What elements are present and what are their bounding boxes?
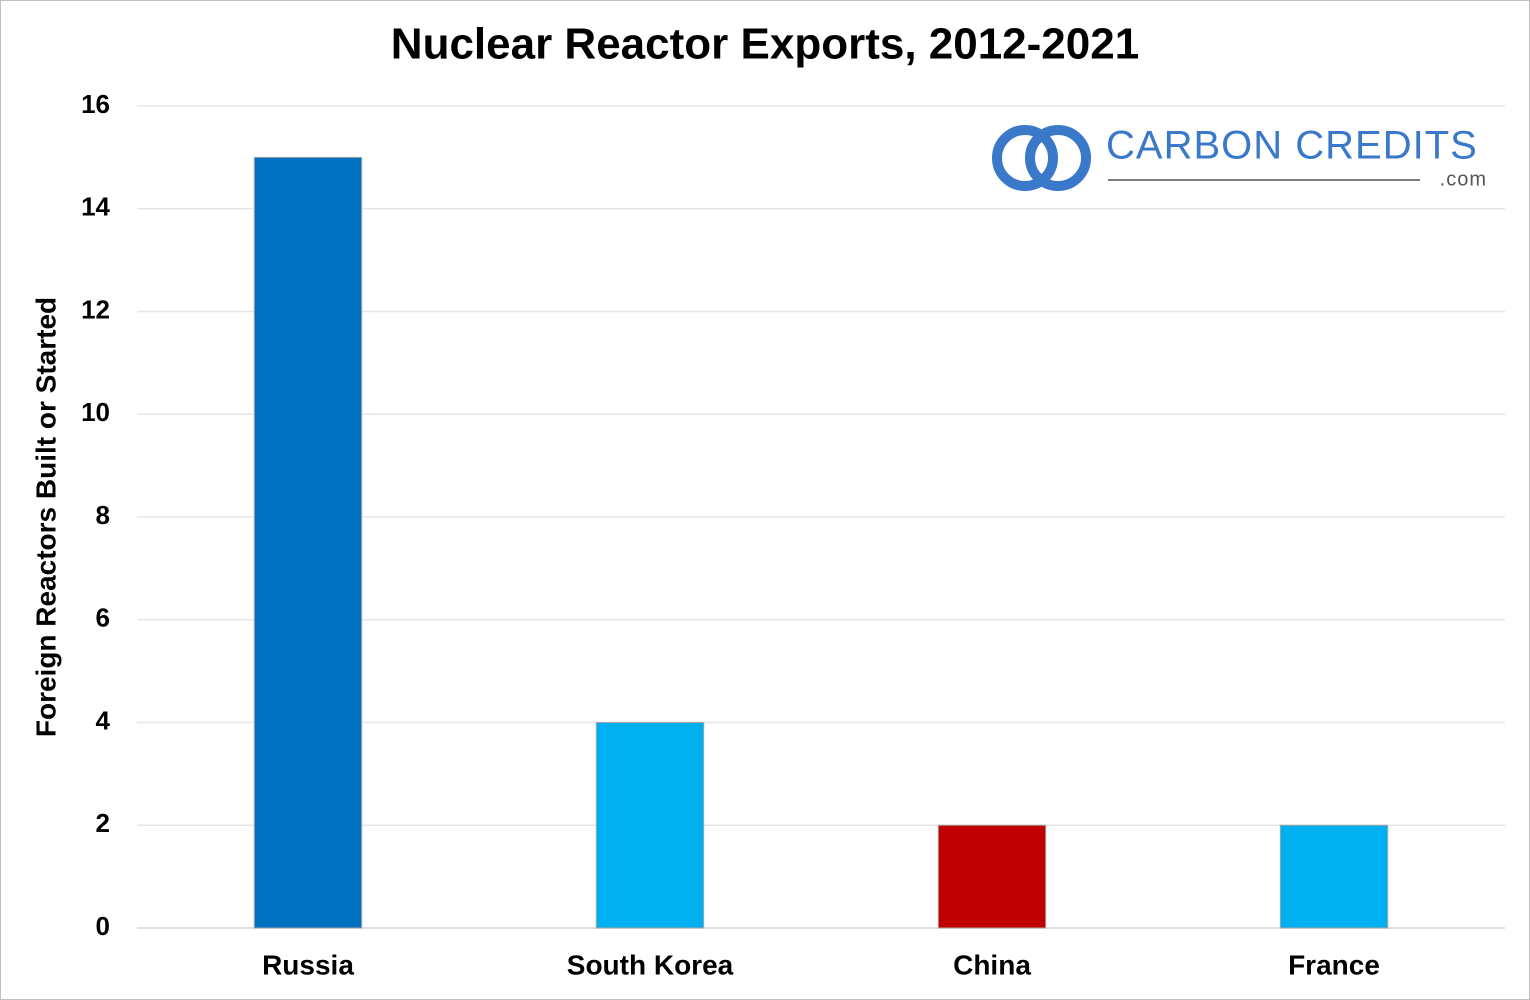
x-tick-label: South Korea bbox=[567, 949, 734, 980]
y-tick-label: 4 bbox=[96, 705, 111, 735]
chart-title: Nuclear Reactor Exports, 2012-2021 bbox=[391, 20, 1139, 69]
y-tick-label: 14 bbox=[81, 192, 110, 222]
logo-ring bbox=[992, 125, 1058, 191]
bar bbox=[253, 156, 363, 929]
bar bbox=[1279, 824, 1389, 929]
bar bbox=[595, 722, 705, 929]
x-tick-label: China bbox=[953, 949, 1031, 980]
y-tick-label: 12 bbox=[81, 294, 110, 324]
y-tick-label: 2 bbox=[96, 808, 110, 838]
y-tick-label: 16 bbox=[81, 89, 110, 119]
y-tick-label: 0 bbox=[96, 911, 110, 941]
logo-text: CARBON CREDITS bbox=[1106, 124, 1478, 168]
x-tick-label: Russia bbox=[262, 949, 354, 980]
y-tick-label: 8 bbox=[96, 500, 110, 530]
logo-subtext: .com bbox=[1440, 168, 1487, 190]
logo-ring bbox=[1025, 125, 1091, 191]
x-tick-label: France bbox=[1288, 949, 1380, 980]
y-axis-label: Foreign Reactors Built or Started bbox=[30, 297, 61, 737]
y-tick-label: 10 bbox=[81, 397, 110, 427]
y-tick-label: 6 bbox=[96, 603, 110, 633]
bar bbox=[937, 824, 1047, 929]
logo: CARBON CREDITS .com bbox=[992, 124, 1487, 191]
